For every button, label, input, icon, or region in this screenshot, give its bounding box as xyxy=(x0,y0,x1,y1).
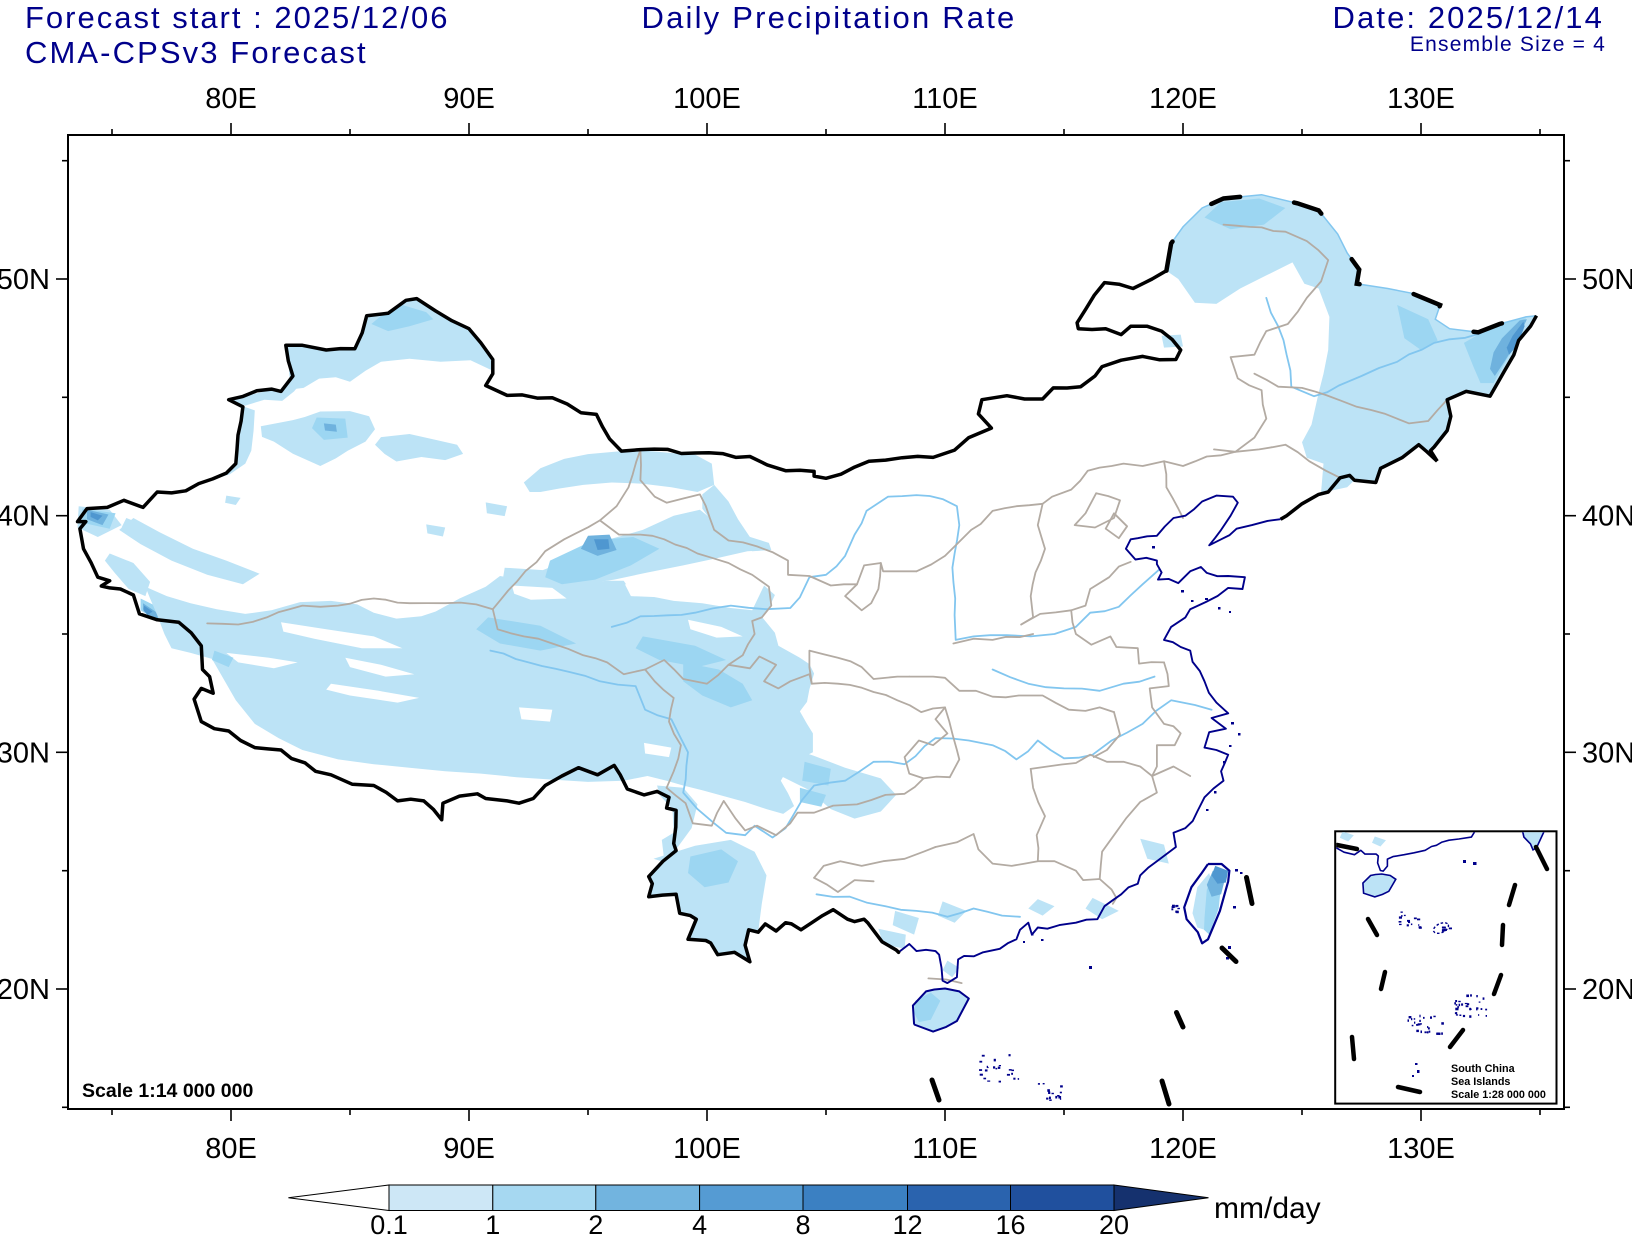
svg-text:30N: 30N xyxy=(1582,737,1632,769)
svg-text:1: 1 xyxy=(485,1210,500,1236)
svg-text:20: 20 xyxy=(1099,1210,1129,1236)
svg-text:120E: 120E xyxy=(1149,1133,1217,1165)
svg-text:Daily Precipitation Rate: Daily Precipitation Rate xyxy=(641,0,1016,35)
svg-text:100E: 100E xyxy=(673,83,741,115)
svg-text:Forecast start : 2025/12/06: Forecast start : 2025/12/06 xyxy=(25,0,450,35)
svg-text:8: 8 xyxy=(795,1210,810,1236)
svg-text:Scale 1:28 000 000: Scale 1:28 000 000 xyxy=(1451,1089,1546,1101)
svg-text:20N: 20N xyxy=(0,974,50,1006)
svg-text:Ensemble Size = 4: Ensemble Size = 4 xyxy=(1410,33,1606,56)
svg-text:CMA-CPSv3 Forecast: CMA-CPSv3 Forecast xyxy=(25,35,368,70)
svg-text:40N: 40N xyxy=(1582,501,1632,533)
svg-text:80E: 80E xyxy=(205,1133,257,1165)
svg-text:mm/day: mm/day xyxy=(1214,1192,1321,1225)
svg-text:South China: South China xyxy=(1451,1063,1516,1075)
svg-text:20N: 20N xyxy=(1582,974,1632,1006)
svg-text:12: 12 xyxy=(892,1210,922,1236)
svg-text:0.1: 0.1 xyxy=(370,1210,408,1236)
svg-text:4: 4 xyxy=(692,1210,707,1236)
svg-text:100E: 100E xyxy=(673,1133,741,1165)
svg-text:Scale 1:14 000 000: Scale 1:14 000 000 xyxy=(82,1080,253,1102)
svg-text:110E: 110E xyxy=(912,83,978,115)
svg-text:130E: 130E xyxy=(1387,1133,1455,1165)
svg-text:16: 16 xyxy=(995,1210,1025,1236)
svg-text:2: 2 xyxy=(588,1210,603,1236)
svg-text:120E: 120E xyxy=(1149,83,1217,115)
svg-text:50N: 50N xyxy=(0,264,50,296)
svg-text:110E: 110E xyxy=(912,1133,978,1165)
svg-text:Sea Islands: Sea Islands xyxy=(1451,1076,1510,1088)
svg-text:80E: 80E xyxy=(205,83,257,115)
svg-text:130E: 130E xyxy=(1387,83,1455,115)
svg-text:Date: 2025/12/14: Date: 2025/12/14 xyxy=(1333,0,1604,35)
svg-text:90E: 90E xyxy=(443,83,495,115)
svg-text:40N: 40N xyxy=(0,501,50,533)
svg-text:90E: 90E xyxy=(443,1133,495,1165)
svg-text:30N: 30N xyxy=(0,737,50,769)
svg-text:50N: 50N xyxy=(1582,264,1632,296)
